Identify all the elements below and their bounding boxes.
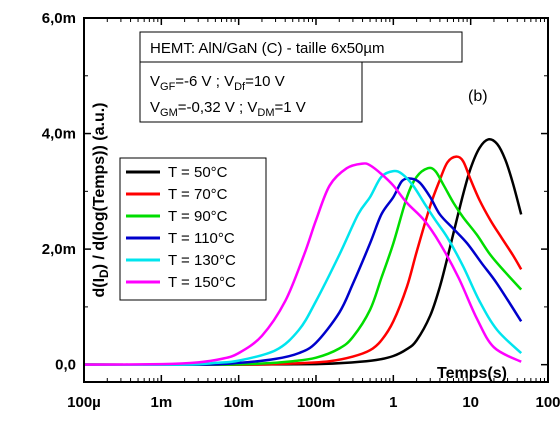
legend-label: T = 130°C — [168, 252, 236, 269]
condition-1-sub-2: Df — [234, 81, 246, 93]
y-tick-label: 4,0m — [42, 126, 76, 143]
chart-title: HEMT: AlN/GaN (C) - taille 6x50µm — [150, 40, 385, 57]
conditions-box — [139, 61, 363, 123]
legend-label: T = 70°C — [168, 186, 228, 203]
y-axis-title-post: ) / d(log(Temps)) (a.u.) — [91, 102, 108, 269]
panel-label: (b) — [468, 88, 488, 105]
condition-2-end: =1 V — [275, 99, 306, 116]
legend: T = 50°C T = 70°C T = 90°C T = 110°C T = 130… — [126, 164, 236, 291]
x-tick-label: 1 — [389, 394, 397, 411]
x-tick-label: 1m — [150, 394, 172, 411]
series-line-5 — [83, 169, 523, 367]
y-tick-label: 2,0m — [42, 241, 76, 258]
condition-1-end: =10 V — [245, 73, 285, 90]
legend-label: T = 150°C — [168, 274, 236, 291]
y-axis-title: d(ID) / d(log(Temps)) (a.u.) — [91, 102, 111, 297]
condition-2-mid: =-0,32 V ; V — [178, 99, 258, 116]
x-tick-label: 100µ — [67, 394, 101, 411]
series-line-4 — [83, 177, 523, 367]
series-lines — [83, 137, 523, 367]
condition-1-mid: =-6 V ; V — [175, 73, 234, 90]
x-tick-label: 100m — [297, 394, 335, 411]
x-axis-title: Temps(s) — [437, 365, 507, 382]
condition-2-sub-1: GM — [160, 107, 178, 119]
tick-labels: 100µ 1m 10m 100m 1 10 100 0,0 2,0m 4,0m 6,0m — [42, 10, 560, 411]
x-tick-label: 10m — [224, 394, 254, 411]
plot-frame — [83, 17, 549, 383]
legend-label: T = 110°C — [168, 230, 235, 247]
series-line-1 — [83, 137, 523, 366]
condition-1-sub-1: GF — [160, 81, 176, 93]
condition-1-part: V — [150, 73, 160, 90]
series-line-6 — [83, 162, 522, 366]
condition-2-sub-2: DM — [257, 107, 274, 119]
legend-label: T = 90°C — [168, 208, 228, 225]
conditions-line-1: VGF=-6 V ; VDf=10 V — [150, 73, 285, 93]
y-tick-label: 0,0 — [55, 357, 76, 374]
x-tick-label: 10 — [462, 394, 479, 411]
conditions-line-2: VGM=-0,32 V ; VDM=1 V — [150, 99, 306, 119]
condition-2-part: V — [150, 99, 160, 116]
legend-label: T = 50°C — [168, 164, 228, 181]
y-axis-title-pre: d(I — [91, 278, 108, 298]
y-tick-label: 6,0m — [42, 10, 76, 27]
y-axis-title-sub: D — [97, 269, 111, 278]
x-tick-label: 100 — [535, 394, 560, 411]
legend-box — [119, 157, 267, 301]
series-line-2 — [83, 155, 523, 367]
